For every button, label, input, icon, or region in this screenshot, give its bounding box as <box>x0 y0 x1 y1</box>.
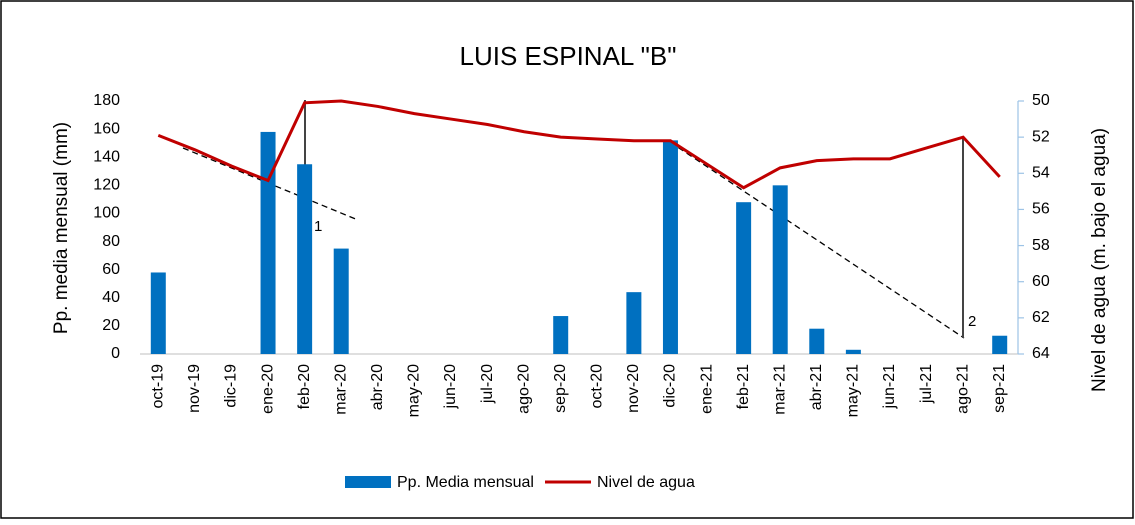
y-tick-label: 0 <box>111 345 120 362</box>
x-tick-label: sep-20 <box>552 364 569 413</box>
y2-tick-label: 50 <box>1032 92 1050 109</box>
x-tick-label: ene-20 <box>259 364 276 414</box>
y-tick-label: 20 <box>102 317 120 334</box>
x-tick-label: mar-21 <box>771 364 788 415</box>
line <box>157 99 1001 190</box>
x-tick-label: oct-19 <box>150 364 167 409</box>
bar <box>260 131 276 354</box>
bar <box>553 316 569 354</box>
bar <box>626 292 642 354</box>
y-tick-label: 80 <box>102 233 120 250</box>
x-tick-label: nov-19 <box>186 364 203 413</box>
bar <box>772 185 788 354</box>
x-tick-label: abr-20 <box>369 364 386 410</box>
y-tick-label: 160 <box>93 120 120 137</box>
x-tick-label: jun-20 <box>442 364 459 410</box>
bar <box>662 140 678 354</box>
y-tick-label: 140 <box>93 148 120 165</box>
y2-axis-title: Nivel de agua (m. bajo el agua) <box>1089 128 1110 392</box>
annotation: 1 <box>314 218 322 235</box>
x-tick-label: feb-20 <box>296 364 313 409</box>
bar <box>150 272 166 354</box>
x-tick-label: feb-21 <box>735 364 752 409</box>
x-tick-label: oct-20 <box>589 364 606 409</box>
y2-tick-label: 64 <box>1032 345 1050 362</box>
x-tick-label: jul-21 <box>918 364 935 404</box>
x-tick-label: may-20 <box>406 364 423 417</box>
x-tick-label: dic-20 <box>662 364 679 408</box>
y2-tick-label: 52 <box>1032 128 1050 145</box>
legend-label: Nivel de agua <box>597 474 695 491</box>
x-tick-label: ago-20 <box>515 364 532 414</box>
y2-tick-label: 62 <box>1032 309 1050 326</box>
trend-line <box>669 141 965 339</box>
y2-tick-label: 58 <box>1032 237 1050 254</box>
bar <box>845 349 861 354</box>
y-tick-label: 60 <box>102 261 120 278</box>
y2-tick-label: 56 <box>1032 201 1050 218</box>
y-tick-label: 100 <box>93 205 120 222</box>
y-tick-label: 40 <box>102 289 120 306</box>
x-tick-label: dic-19 <box>223 364 240 408</box>
bar <box>736 202 752 354</box>
x-tick-label: jun-21 <box>881 364 898 410</box>
x-tick-label: mar-20 <box>332 364 349 415</box>
x-tick-label: sep-21 <box>991 364 1008 413</box>
x-tick-label: abr-21 <box>808 364 825 410</box>
legend-swatch <box>345 476 391 488</box>
y-tick-label: 120 <box>93 177 120 194</box>
y2-tick-label: 54 <box>1032 165 1050 182</box>
bar <box>333 248 349 354</box>
x-tick-label: may-21 <box>845 364 862 417</box>
chart-title: LUIS ESPINAL "B" <box>460 41 677 71</box>
y-axis-title: Pp. media mensual (mm) <box>51 122 72 334</box>
x-tick-label: ago-21 <box>954 364 971 414</box>
y2-tick-label: 60 <box>1032 273 1050 290</box>
bar <box>297 164 313 354</box>
x-tick-label: jul-20 <box>479 364 496 404</box>
legend-label: Pp. Media mensual <box>397 474 534 491</box>
bar <box>992 335 1008 354</box>
y-tick-label: 180 <box>93 92 120 109</box>
bar <box>809 328 825 354</box>
annotation: 2 <box>968 313 976 330</box>
x-tick-label: ene-21 <box>698 364 715 414</box>
x-tick-label: nov-20 <box>625 364 642 413</box>
